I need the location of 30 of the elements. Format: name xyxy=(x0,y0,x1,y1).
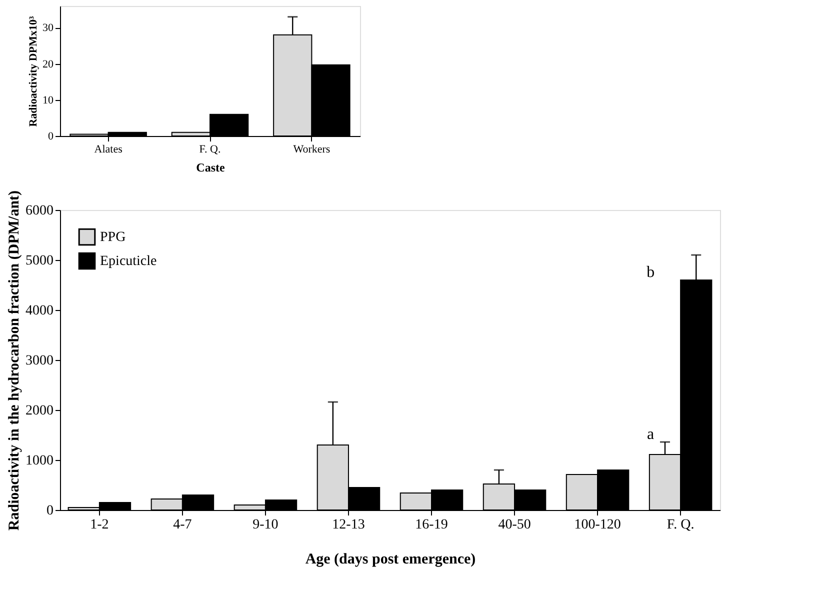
x-tick-label: 9-10 xyxy=(252,518,278,532)
y-tick-label: 5000 xyxy=(26,254,54,268)
x-axis-title: Age (days post emergence) xyxy=(305,552,476,568)
annotation: a xyxy=(647,426,654,443)
x-tick-label: Workers xyxy=(293,144,330,156)
legend-label: PPG xyxy=(100,230,126,245)
x-tick-label: 12-13 xyxy=(332,518,365,532)
x-tick-label: F. Q. xyxy=(199,144,221,156)
y-tick-label: 0 xyxy=(48,130,54,142)
y-tick-label: 4000 xyxy=(26,304,54,318)
annotation: b xyxy=(646,264,655,281)
legend-label: Epicuticle xyxy=(100,254,157,269)
x-tick-label: 40-50 xyxy=(498,518,531,532)
y-tick-label: 6000 xyxy=(26,204,54,218)
x-axis-title: Caste xyxy=(196,160,226,174)
y-tick-label: 3000 xyxy=(26,354,54,368)
y-tick-label: 0 xyxy=(46,504,54,518)
y-tick-label: 10 xyxy=(42,94,54,106)
y-axis-title: Radioactivity DPMx10³ xyxy=(28,16,40,127)
y-tick-label: 30 xyxy=(42,22,54,34)
y-tick-label: 1000 xyxy=(26,454,54,468)
x-tick-label: 1-2 xyxy=(90,518,109,532)
y-axis-title: Radioactivity in the hydrocarbon fraction (DPM/ant) xyxy=(6,190,22,531)
x-tick-label: Alates xyxy=(94,144,122,156)
y-tick-label: 2000 xyxy=(26,404,54,418)
x-tick-label: 4-7 xyxy=(173,518,192,532)
x-tick-label: 100-120 xyxy=(574,518,621,532)
y-tick-label: 20 xyxy=(42,58,54,70)
x-tick-label: F. Q. xyxy=(666,518,694,532)
x-tick-label: 16-19 xyxy=(415,518,448,532)
